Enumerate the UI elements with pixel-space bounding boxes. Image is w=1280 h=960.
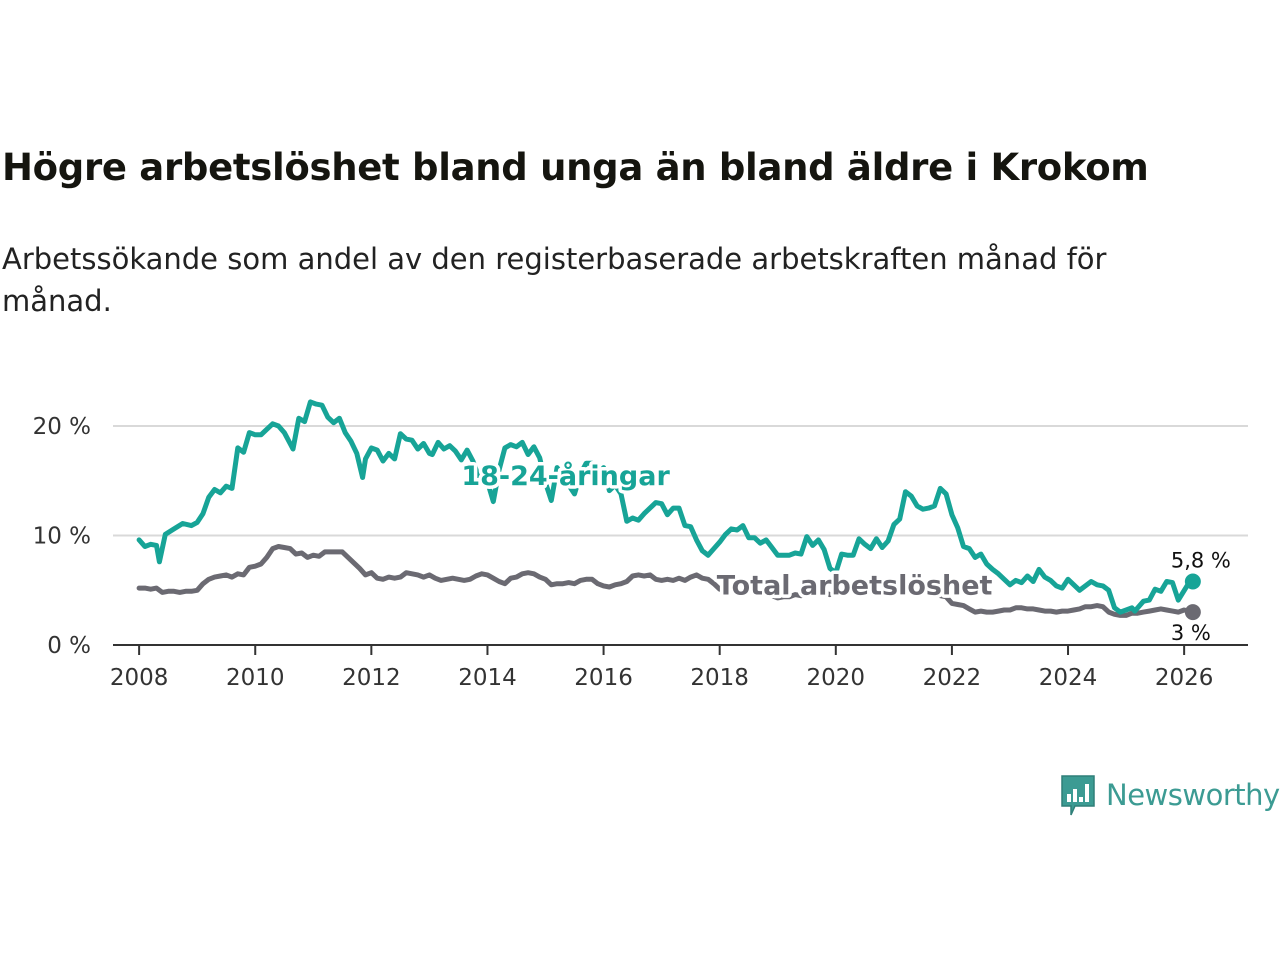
series-line-youth — [136, 399, 1196, 615]
x-tick-label: 2024 — [1039, 665, 1098, 691]
x-tick-label: 2010 — [226, 665, 285, 691]
series-label-total: Total arbetslöshet — [717, 571, 993, 602]
series-lines — [136, 399, 1201, 621]
x-tick-label: 2020 — [807, 665, 866, 691]
end-point-youth — [1184, 573, 1201, 590]
gridlines — [113, 425, 1248, 537]
x-tick-label: 2014 — [458, 665, 517, 691]
x-tick-label: 2018 — [690, 665, 749, 691]
newsworthy-logo: Newsworthy — [1058, 772, 1280, 818]
series-line-total — [136, 544, 1196, 618]
series-label-youth: 18-24-åringar — [461, 460, 670, 492]
end-label-youth: 5,8 % — [1171, 548, 1231, 572]
y-tick-label: 0 % — [47, 633, 91, 659]
axes: 0 % 10 % 20 % 2008 2010 2012 2014 2016 2018 2020 2… — [33, 414, 1248, 691]
y-tick-label: 20 % — [33, 414, 91, 440]
x-tick-label: 2026 — [1155, 665, 1214, 691]
end-label-total: 3 % — [1171, 621, 1211, 645]
x-tick-label: 2008 — [110, 665, 169, 691]
chart-title: Högre arbetslöshet bland unga än bland ä… — [2, 146, 1149, 189]
chart-subtitle: Arbetssökande som andel av den registerb… — [2, 242, 1107, 318]
series-labels: 5,8 % 3 % 18-24-åringar Total arbetslöshet — [458, 457, 1231, 646]
x-tick-label: 2016 — [574, 665, 633, 691]
y-tick-label: 10 % — [33, 524, 91, 550]
x-tick-label: 2012 — [342, 665, 401, 691]
x-tick-label: 2022 — [923, 665, 982, 691]
newsworthy-bar-chart-icon — [1061, 775, 1095, 816]
brand-name: Newsworthy — [1106, 778, 1280, 812]
end-point-total — [1184, 604, 1201, 621]
